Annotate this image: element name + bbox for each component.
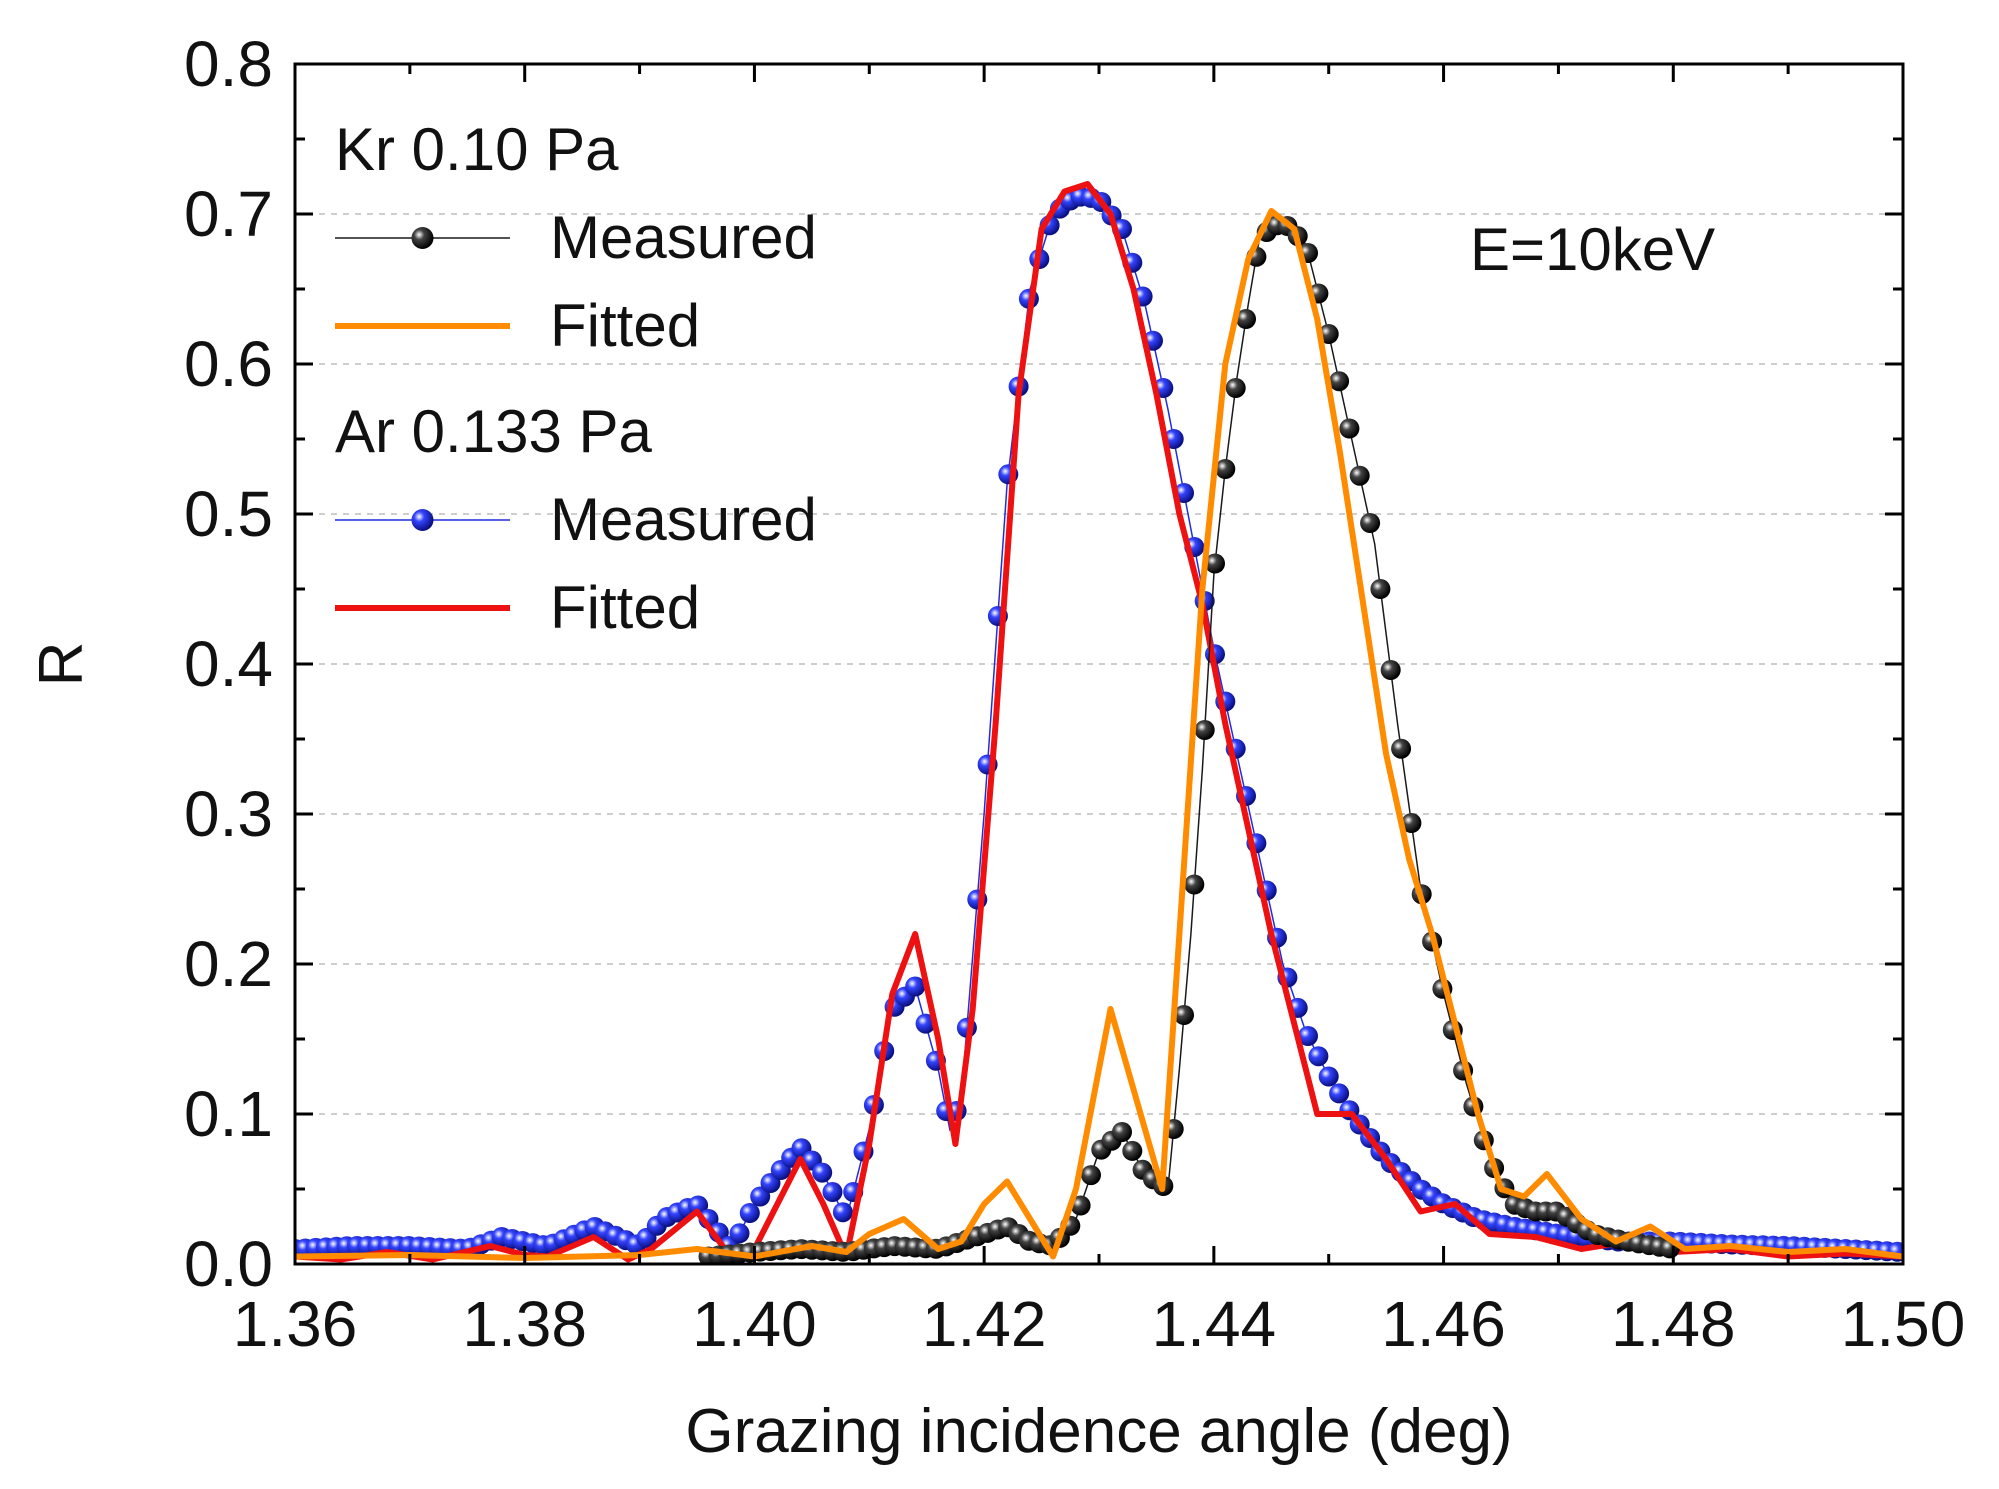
kr-0-10-pa-measured-point: [1194, 720, 1215, 740]
kr-0-10-pa-fitted-line: [295, 208, 1903, 1261]
y-tick-label: 0.1: [184, 1078, 273, 1150]
y-tick-label: 0.2: [184, 928, 273, 1000]
ar-0-133-pa-measured-point: [750, 1186, 771, 1207]
kr-0-10-pa-measured-point: [1329, 371, 1350, 392]
x-tick-label: 1.40: [692, 1288, 817, 1360]
legend-heading-ar: Ar 0.133 Pa: [335, 398, 653, 465]
ar-0-133-pa-measured-connector: [295, 195, 1903, 1253]
ar-0-133-pa-measured-point: [915, 1013, 936, 1034]
y-tick-label: 0.7: [184, 178, 273, 250]
kr-0-10-pa-measured-point: [1236, 309, 1256, 329]
kr-0-10-pa-measured-point: [1360, 513, 1381, 533]
legend-heading-kr: Kr 0.10 Pa: [335, 116, 619, 183]
kr-0-10-pa-measured-point: [1380, 660, 1401, 680]
legend-label-ar-fitted: Fitted: [550, 574, 700, 641]
legend-label-ar-measured: Measured: [550, 486, 817, 553]
x-tick-label: 1.42: [922, 1288, 1047, 1360]
y-tick-label: 0.5: [184, 478, 273, 550]
ar-0-133-pa-measured-point: [822, 1182, 843, 1202]
kr-0-10-pa-measured-point: [1081, 1165, 1101, 1186]
kr-0-10-pa-measured-point: [1215, 459, 1236, 479]
kr-0-10-pa-measured-point: [1318, 324, 1339, 344]
ar-0-133-pa-measured-point: [739, 1203, 760, 1223]
ar-0-133-pa-measured-point: [1298, 1026, 1318, 1046]
kr-0-10-pa-measured-point: [1184, 874, 1205, 895]
ar-0-133-pa-measured-point: [688, 1195, 709, 1216]
legend-swatch-marker: [411, 509, 434, 531]
x-axis-title: Grazing incidence angle (deg): [685, 1397, 1512, 1466]
legend-swatch-ar-measured: [335, 509, 510, 531]
tick-layer: 0.0 0.1 0.2 0.3 0.4 0.5 0.6 0.7 0.8 1.36 1.38 1.40 1…: [184, 28, 1965, 1360]
kr-0-10-pa-measured-point: [1225, 378, 1246, 398]
y-tick-label: 0.4: [184, 628, 273, 700]
x-tick-label: 1.50: [1841, 1288, 1966, 1360]
y-tick-label: 0.0: [184, 1228, 273, 1300]
ar-0-133-pa-measured-point: [1318, 1066, 1339, 1087]
ar-0-133-pa-measured-point: [729, 1223, 750, 1244]
ar-0-133-pa-measured-point: [832, 1202, 853, 1223]
x-tick-label: 1.48: [1611, 1288, 1736, 1360]
legend: Kr 0.10 Pa Measured Fitted Ar 0.133 Pa M…: [335, 116, 817, 641]
ar-0-133-pa-fitted-line: [295, 181, 1903, 1263]
kr-0-10-pa-measured-point: [1205, 553, 1225, 574]
y-tick-label: 0.6: [184, 328, 273, 400]
legend-label-kr-measured: Measured: [550, 204, 817, 271]
x-tick-label: 1.36: [233, 1288, 358, 1360]
kr-0-10-pa-measured-point: [1391, 738, 1412, 759]
legend-label-kr-fitted: Fitted: [550, 292, 700, 359]
kr-0-10-pa-measured-point: [1401, 813, 1422, 833]
series-clip-group: [295, 181, 1903, 1264]
kr-0-10-pa-measured-point: [1370, 579, 1391, 599]
kr-0-10-pa-measured-point: [1349, 465, 1370, 486]
kr-0-10-pa-measured-point: [1112, 1122, 1132, 1142]
grid-layer: [295, 213, 1903, 1115]
series-layer: [295, 181, 1903, 1264]
energy-annotation: E=10keV: [1470, 216, 1715, 283]
y-axis-title: R: [27, 642, 96, 687]
ar-0-133-pa-measured-point: [812, 1162, 833, 1183]
kr-0-10-pa-measured-point: [1070, 1195, 1091, 1216]
kr-0-10-pa-measured-point: [1339, 418, 1360, 439]
x-tick-label: 1.46: [1381, 1288, 1506, 1360]
x-tick-label: 1.44: [1152, 1288, 1277, 1360]
kr-0-10-pa-measured-point: [1174, 1005, 1194, 1025]
x-tick-label: 1.38: [462, 1288, 587, 1360]
legend-swatch-kr-measured: [335, 227, 510, 249]
kr-0-10-pa-measured-point: [1122, 1140, 1143, 1161]
y-tick-label: 0.3: [184, 778, 273, 850]
ar-0-133-pa-measured-point: [1329, 1083, 1350, 1104]
legend-swatch-marker: [411, 227, 434, 249]
ar-0-133-pa-measured-point: [905, 976, 926, 997]
y-tick-label: 0.8: [184, 28, 273, 100]
ar-0-133-pa-measured-point: [1308, 1046, 1329, 1067]
